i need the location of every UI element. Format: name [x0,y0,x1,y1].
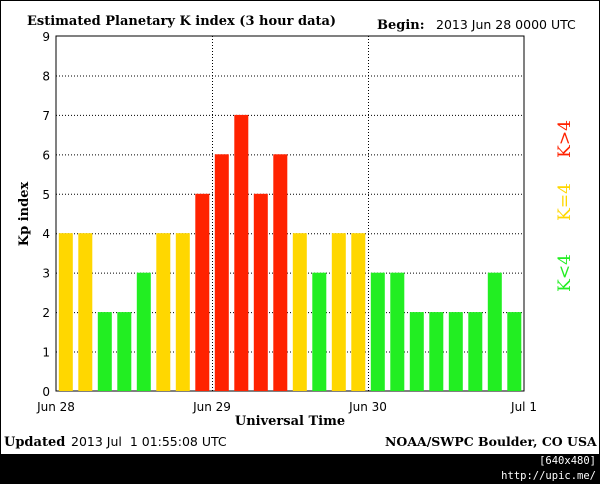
kp-bar [195,193,210,391]
updated-value: 2013 Jul 1 01:55:08 UTC [71,434,227,449]
y-tick-labels: 0 1 2 3 4 5 6 7 8 9 [42,30,50,399]
kp-bar [234,114,249,392]
y-tick-label: 0 [42,385,50,399]
legend: K<4 K=4 K>4 [555,120,575,292]
kp-bar [253,193,268,391]
legend-entry: K>4 [555,120,575,158]
y-tick-label: 6 [42,148,50,162]
grid [56,36,524,391]
x-tick-label: Jun 30 [348,400,387,414]
y-tick-label: 4 [42,227,50,241]
kp-bar [351,233,366,391]
kp-bar [156,233,171,391]
x-tick-label: Jul 1 [510,400,537,414]
kp-bar [487,272,502,391]
y-tick-label: 2 [42,306,50,320]
kp-bar [468,312,483,391]
chart-title: Estimated Planetary K index (3 hour data… [27,14,336,29]
kp-bar [409,312,424,391]
x-tick-label: Jun 28 [36,400,75,414]
kp-bar [429,312,444,391]
y-tick-label: 9 [42,30,50,44]
kp-bar [331,233,346,391]
kp-bar [507,312,522,391]
kp-bar [448,312,463,391]
y-tick-label: 1 [42,346,50,360]
y-tick-label: 8 [42,69,50,83]
kp-bar [214,154,229,391]
legend-entry: K<4 [555,254,575,292]
begin-value: 2013 Jun 28 0000 UTC [436,17,576,32]
kp-index-chart: Estimated Planetary K index (3 hour data… [4,14,597,450]
y-tick-label: 7 [42,109,50,123]
kp-bar [292,233,307,391]
kp-bar [78,233,93,391]
watermark: [640x480] http://upic.me/ [452,454,598,482]
kp-bar [58,233,73,391]
plot-area [55,35,525,392]
chart-frame: Estimated Planetary K index (3 hour data… [0,0,600,455]
credit-text: NOAA/SWPC Boulder, CO USA [385,434,597,449]
kp-bar [175,233,190,391]
bars [58,114,522,392]
x-tick-label: Jun 29 [192,400,231,414]
y-tick-label: 3 [42,267,50,281]
kp-bar [390,272,405,391]
x-axis-label: Universal Time [235,414,345,429]
kp-bar [312,272,327,391]
kp-bar [370,272,385,391]
y-tick-label: 5 [42,188,50,202]
x-tick-labels: Jun 28 Jun 29 Jun 30 Jul 1 [36,400,537,414]
legend-entry: K=4 [555,183,575,221]
kp-bar [273,154,288,391]
kp-bar [97,312,112,391]
kp-bar [117,312,132,391]
begin-label: Begin: [377,18,425,33]
updated-label: Updated [4,435,65,450]
y-axis-label: Kp index [17,182,32,247]
kp-bar [136,272,151,391]
